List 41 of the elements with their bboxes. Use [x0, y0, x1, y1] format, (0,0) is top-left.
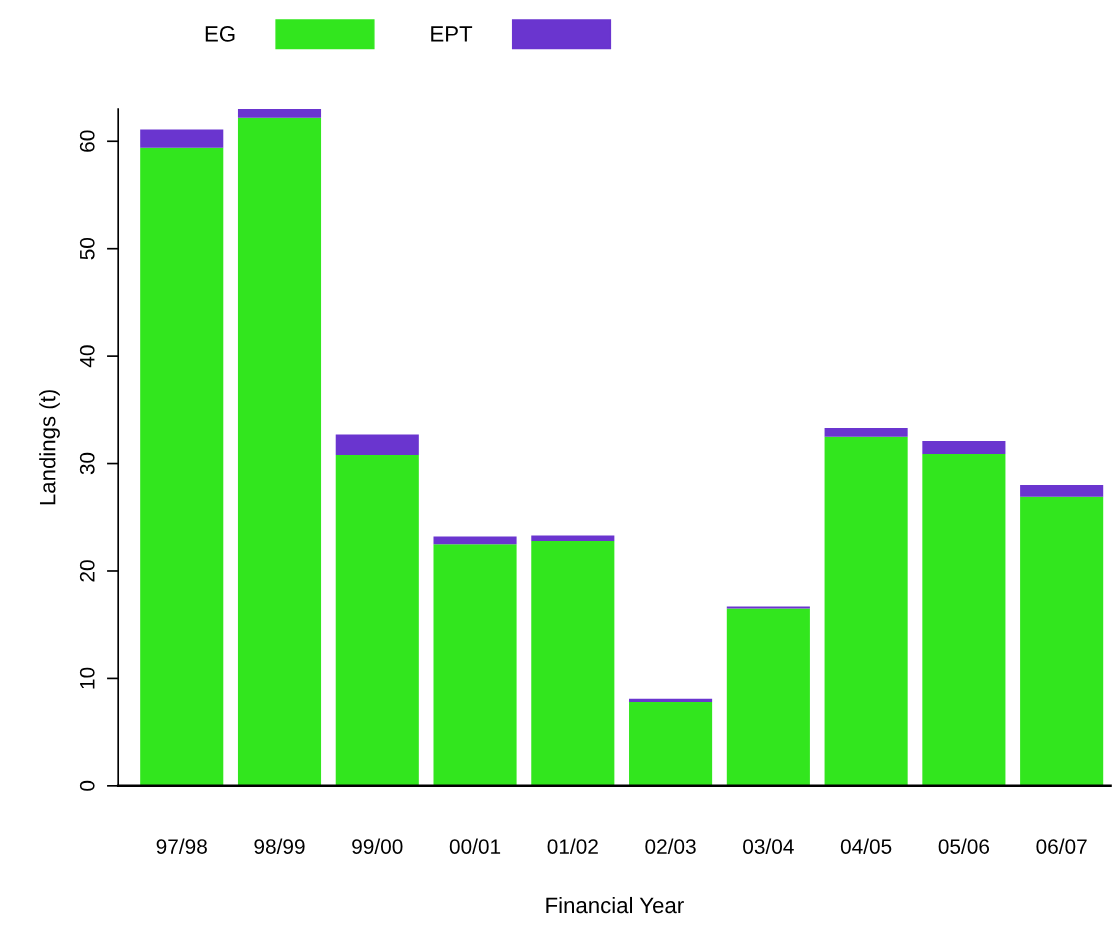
- x-tick-label: 00/01: [449, 838, 501, 854]
- x-tick-label: 02/03: [645, 838, 696, 854]
- x-tick-label: 01/02: [547, 838, 598, 854]
- bar: [922, 440, 1006, 454]
- bar: [237, 109, 322, 118]
- x-tick-label: 06/07: [1036, 838, 1087, 854]
- x-tick-label: 05/06: [938, 838, 990, 854]
- bar: [433, 536, 517, 545]
- x-tick-label: 03/04: [743, 838, 794, 854]
- y-tick-label: 50: [79, 237, 95, 260]
- y-tick-label: 60: [79, 130, 95, 152]
- bar: [433, 544, 517, 786]
- bar: [629, 702, 713, 786]
- bar: [1020, 485, 1104, 497]
- bar: [531, 540, 615, 786]
- bar: [335, 434, 419, 455]
- y-tick-label: 30: [79, 452, 95, 475]
- bar: [824, 436, 908, 786]
- x-tick-label: 04/05: [840, 838, 892, 854]
- bar: [140, 129, 224, 148]
- y-tick-label: 10: [79, 667, 95, 689]
- x-tick-label: 98/99: [254, 838, 305, 854]
- bar: [922, 453, 1006, 786]
- bar: [335, 454, 419, 786]
- bar: [824, 428, 908, 437]
- bar: [140, 147, 224, 786]
- bar: [1020, 496, 1104, 786]
- x-tick-label: 97/98: [156, 838, 207, 854]
- bar: [629, 698, 713, 703]
- bar: [726, 606, 810, 609]
- bar: [237, 117, 322, 786]
- legend-label: EG: [205, 26, 235, 42]
- y-tick-label: 0: [79, 780, 95, 791]
- x-tick-label: 99/00: [352, 838, 403, 854]
- bar: [531, 535, 615, 541]
- y-axis-title: Landings (t): [39, 390, 60, 505]
- bar: [726, 608, 810, 786]
- y-tick-label: 40: [79, 345, 95, 368]
- x-axis-title: Financial Year: [546, 896, 684, 914]
- y-tick-label: 20: [79, 560, 95, 582]
- legend-label: EPT: [431, 26, 473, 42]
